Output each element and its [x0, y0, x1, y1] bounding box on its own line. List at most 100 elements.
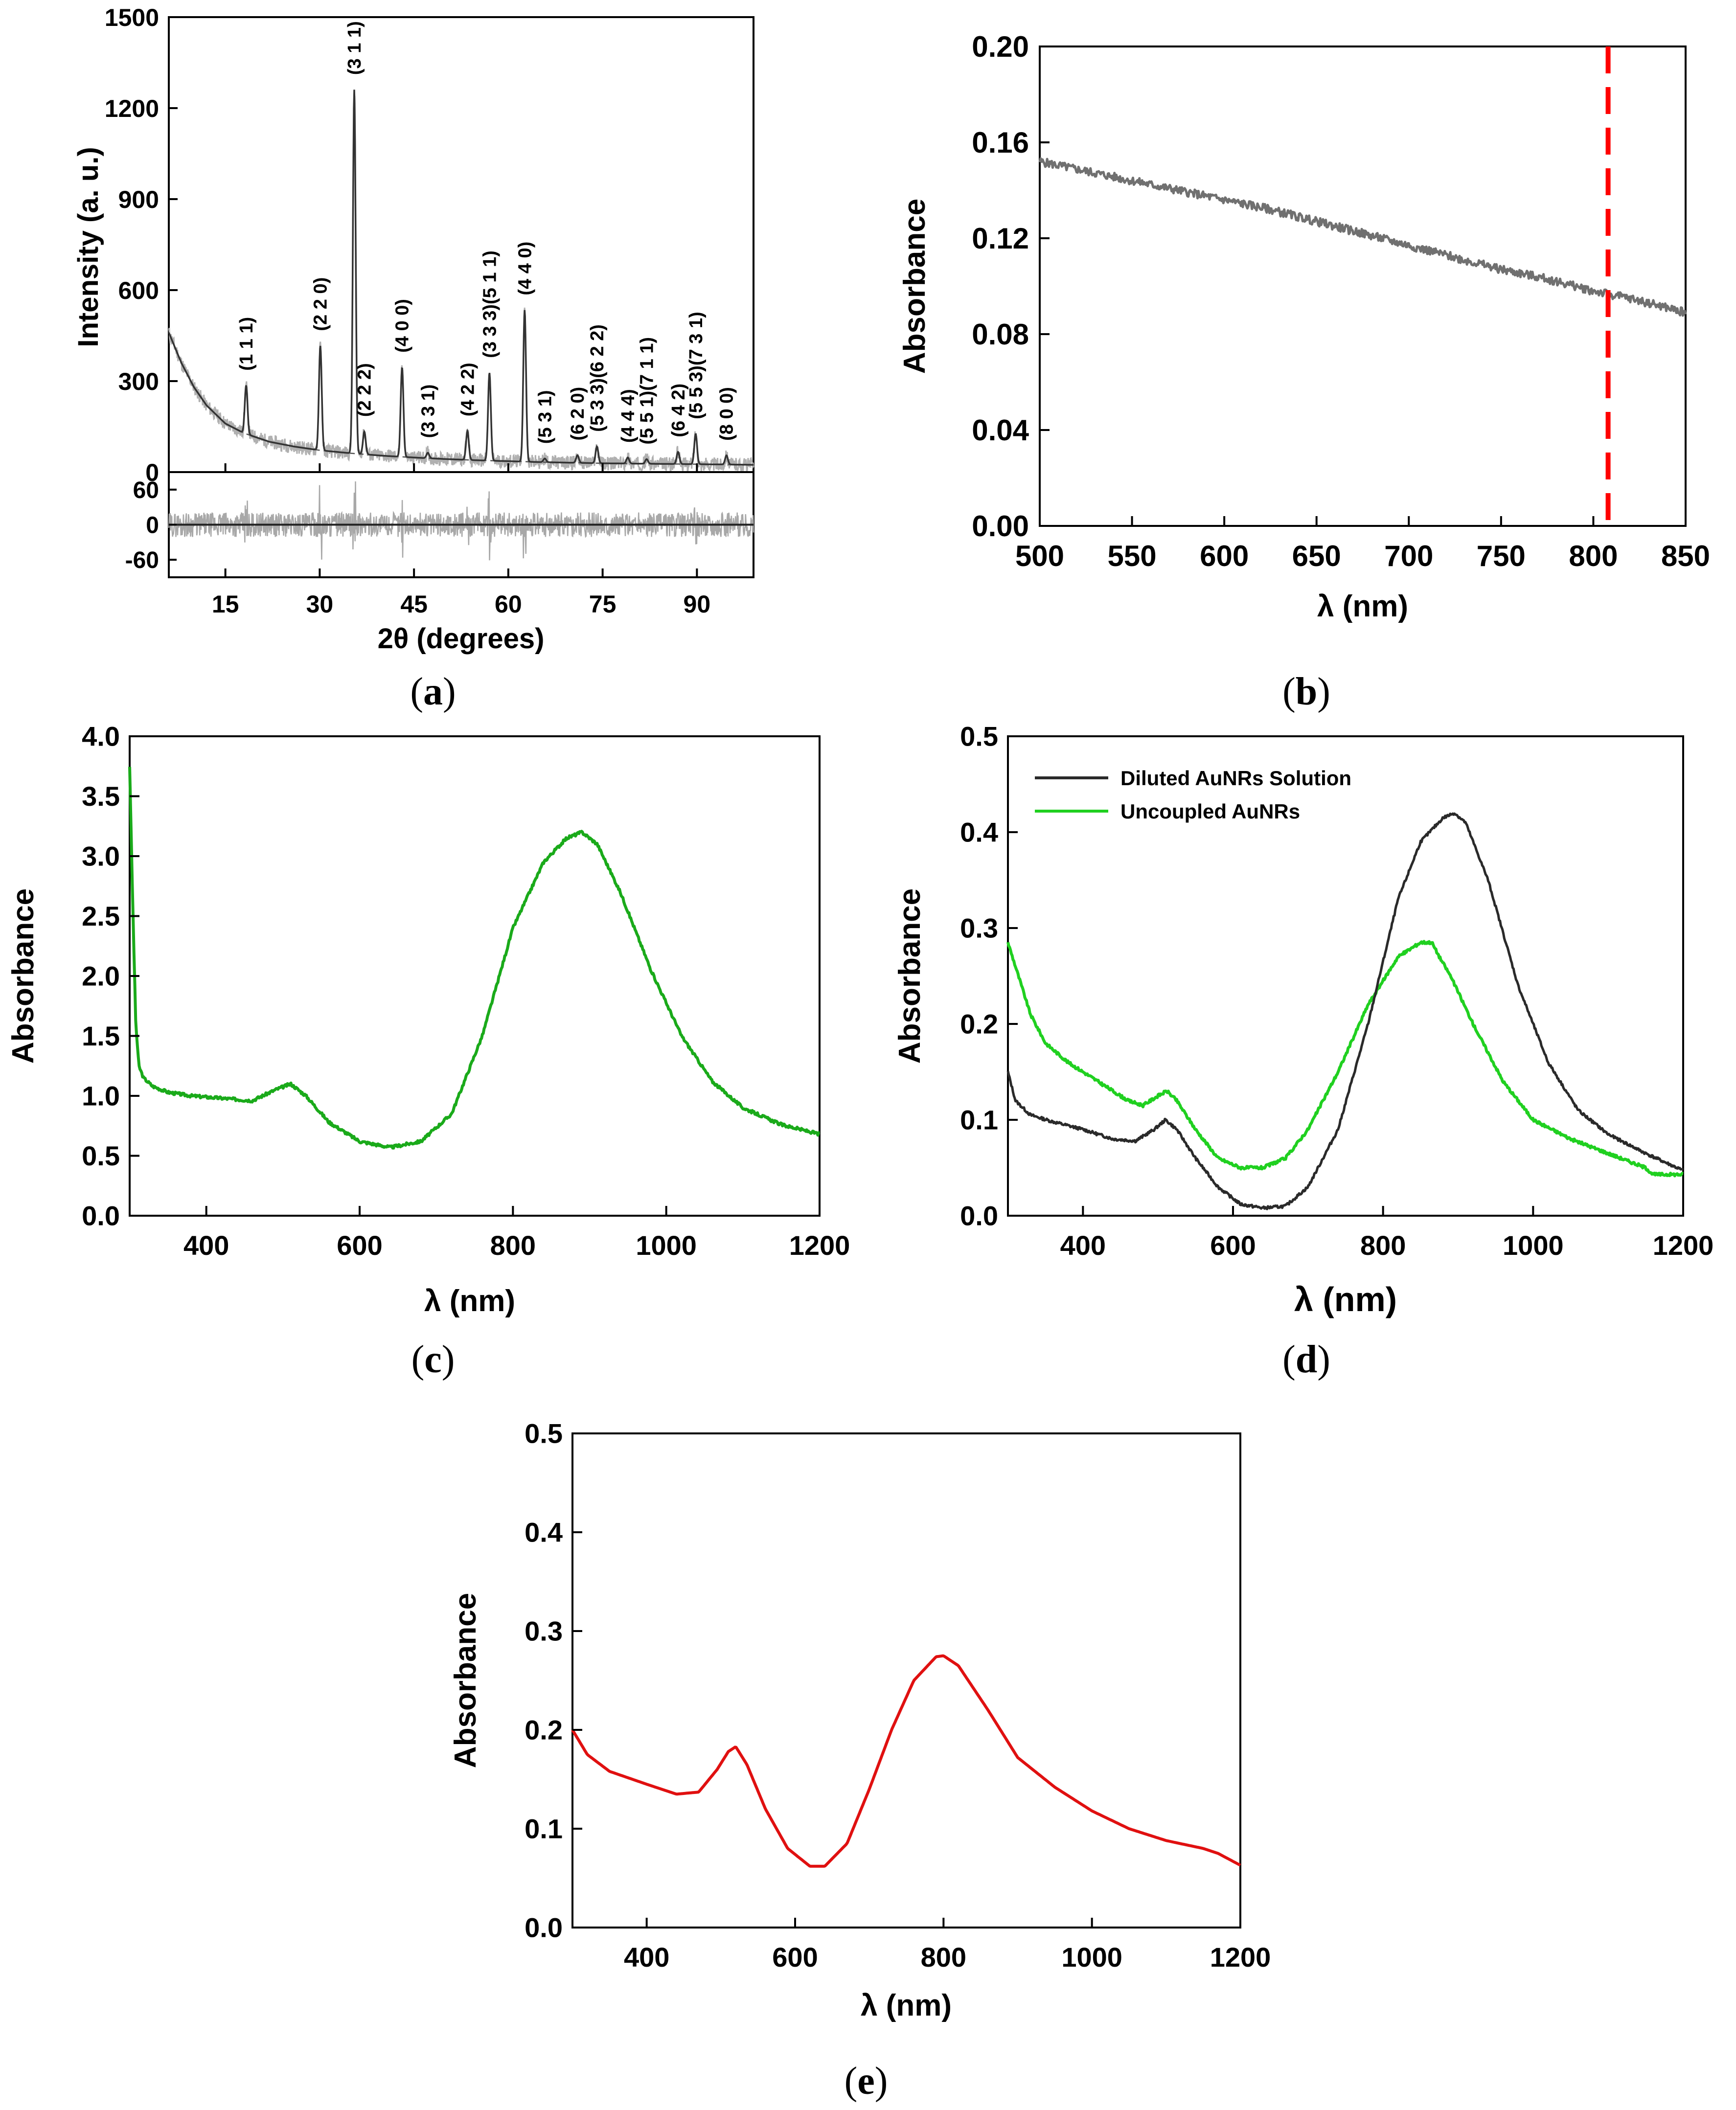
panel-a-res-ytick-label-1: 0: [146, 513, 159, 539]
panel-d-frame: [1007, 735, 1684, 1217]
c-ytick-label-2: 1.0: [82, 1081, 120, 1112]
panel-e-xlabel: λ (nm): [861, 1989, 952, 2022]
e-xtick-label-1: 600: [772, 1942, 818, 1973]
panel-a-peak-label-16: (8 0 0): [717, 387, 737, 441]
panel-b: 500 550 600 650 700 750 800 850 0.00 0.04 0.08 0.1…: [898, 30, 1710, 713]
c-xtick-label-1: 600: [337, 1230, 382, 1261]
d-ytick-label-1: 0.1: [960, 1105, 998, 1135]
panel-a: (1 1 1) (2 2 0) (3 1 1) (2 2 2) (4 0 0) (3 3 …: [72, 4, 754, 713]
panel-d-diluted-series: [1006, 812, 1684, 1210]
panel-c-caption-close: ): [442, 1338, 455, 1381]
e-ytick-label-2: 0.2: [525, 1715, 563, 1746]
b-xtick-label-5: 750: [1477, 540, 1526, 572]
panel-a-peak-label-2: (3 1 1): [344, 21, 365, 75]
panel-c-xlabel: λ (nm): [424, 1284, 515, 1318]
panel-a-peak-label-13: (5 5 1)(7 1 1): [637, 337, 658, 445]
e-ytick-label-3: 0.3: [525, 1616, 563, 1647]
e-ytick-label-1: 0.1: [525, 1814, 563, 1844]
panel-e-caption-letter: e: [857, 2060, 875, 2103]
d-xtick-label-0: 400: [1060, 1230, 1106, 1261]
panel-a-peak-label-14: (6 4 2): [668, 384, 689, 437]
panel-a-caption-letter: a: [423, 670, 443, 713]
e-ytick-label-4: 0.4: [525, 1517, 563, 1548]
panel-d-caption-letter: d: [1296, 1338, 1318, 1381]
panel-d: 400 600 800 1000 1200 0.0 0.1 0.2 0.3 0.4 0.5 Dil…: [893, 721, 1713, 1381]
panel-a-ylabel: Intensity (a. u.): [72, 147, 104, 347]
e-xtick-label-3: 1000: [1061, 1942, 1122, 1973]
d-xtick-label-2: 800: [1360, 1230, 1406, 1261]
e-xtick-label-0: 400: [624, 1942, 669, 1973]
panel-c-frame: [129, 735, 821, 1217]
panel-a-main-plot: (1 1 1) (2 2 0) (3 1 1) (2 2 2) (4 0 0) (3 3 …: [72, 4, 754, 486]
b-xtick-label-0: 500: [1015, 540, 1064, 572]
panel-d-legend-label-0: Diluted AuNRs Solution: [1120, 767, 1351, 790]
panel-a-xtick-label-0: 15: [212, 590, 239, 618]
panel-d-caption-close: ): [1317, 1338, 1330, 1381]
b-xtick-label-4: 700: [1384, 540, 1433, 572]
d-xtick-label-4: 1200: [1653, 1230, 1714, 1261]
d-ytick-label-4: 0.4: [960, 817, 998, 848]
e-ytick-label-0: 0.0: [525, 1912, 563, 1943]
panel-a-ytick-label-5: 1500: [105, 4, 159, 31]
panel-a-xtick-label-4: 75: [589, 590, 617, 618]
b-ytick-label-5: 0.20: [972, 30, 1029, 63]
panel-e-absorbance-series: [571, 1654, 1241, 1868]
panel-a-caption-open: (: [410, 670, 423, 713]
panel-a-res-ytick-label-0: 60: [133, 477, 159, 503]
panel-b-frame: [1039, 45, 1687, 527]
c-ytick-label-0: 0.0: [82, 1201, 120, 1231]
panel-a-peak-label-3: (2 2 2): [355, 363, 375, 417]
c-ytick-label-8: 4.0: [82, 721, 120, 752]
panel-e-frame: [571, 1432, 1241, 1928]
panel-d-ylabel: Absorbance: [893, 888, 927, 1064]
b-ytick-label-2: 0.08: [972, 318, 1029, 351]
panel-a-peak-label-1: (2 2 0): [311, 277, 331, 331]
panel-a-ytick-label-4: 1200: [105, 95, 159, 122]
panel-a-peak-label-4: (4 0 0): [392, 299, 413, 353]
b-ytick-label-1: 0.04: [972, 414, 1029, 447]
b-ytick-label-4: 0.16: [972, 126, 1029, 159]
c-ytick-label-5: 2.5: [82, 901, 120, 931]
c-ytick-label-4: 2.0: [82, 961, 120, 992]
panel-b-caption: (b): [1282, 670, 1330, 713]
d-ytick-label-5: 0.5: [960, 721, 998, 752]
panel-a-caption: (a): [410, 670, 456, 713]
c-xtick-label-0: 400: [183, 1230, 229, 1261]
e-ytick-label-5: 0.5: [525, 1418, 563, 1449]
panel-d-caption: (d): [1282, 1338, 1330, 1381]
panel-b-absorbance-series: [1038, 157, 1687, 317]
panel-c-absorbance-series: [128, 767, 821, 1150]
panel-a-peak-label-7: (3 3 3)(5 1 1): [480, 250, 500, 358]
panel-b-ylabel: Absorbance: [898, 199, 932, 374]
panel-a-peak-label-12: (4 4 4): [618, 389, 639, 443]
d-ytick-label-0: 0.0: [960, 1201, 998, 1231]
panel-a-calculated-series: [168, 90, 754, 466]
d-ytick-label-3: 0.3: [960, 913, 998, 944]
panel-a-peak-label-6: (4 2 2): [457, 363, 478, 416]
panel-b-caption-open: (: [1282, 670, 1296, 713]
d-xtick-label-3: 1000: [1503, 1230, 1564, 1261]
panel-a-peak-label-9: (5 3 1): [535, 390, 555, 444]
c-xtick-label-2: 800: [490, 1230, 536, 1261]
b-xtick-label-2: 600: [1200, 540, 1249, 572]
b-xtick-label-1: 550: [1108, 540, 1157, 572]
b-ytick-label-3: 0.12: [972, 222, 1029, 255]
panel-e-caption-open: (: [845, 2060, 858, 2103]
d-ytick-label-2: 0.2: [960, 1009, 998, 1040]
panel-a-ytick-label-0: 0: [145, 459, 159, 486]
panel-c: 400 600 800 1000 1200 0.0 0.5 1.0 1.5 2.0 2.5 3.0 3…: [6, 721, 850, 1381]
panel-d-xlabel: λ (nm): [1294, 1280, 1397, 1318]
panel-a-xtick-label-5: 90: [684, 590, 711, 618]
c-xtick-label-3: 1000: [636, 1230, 697, 1261]
panel-a-xtick-label-2: 45: [400, 590, 428, 618]
e-xtick-label-2: 800: [921, 1942, 966, 1973]
c-xtick-label-4: 1200: [789, 1230, 850, 1261]
panel-d-uncoupled-series: [1006, 940, 1684, 1178]
panel-a-peak-label-5: (3 3 1): [418, 385, 438, 438]
c-ytick-label-7: 3.5: [82, 781, 120, 812]
c-ytick-label-1: 0.5: [82, 1140, 120, 1171]
panel-a-ytick-label-1: 300: [118, 368, 159, 395]
panel-a-peak-label-8: (4 4 0): [515, 242, 535, 295]
panel-e-caption: (e): [845, 2060, 888, 2103]
